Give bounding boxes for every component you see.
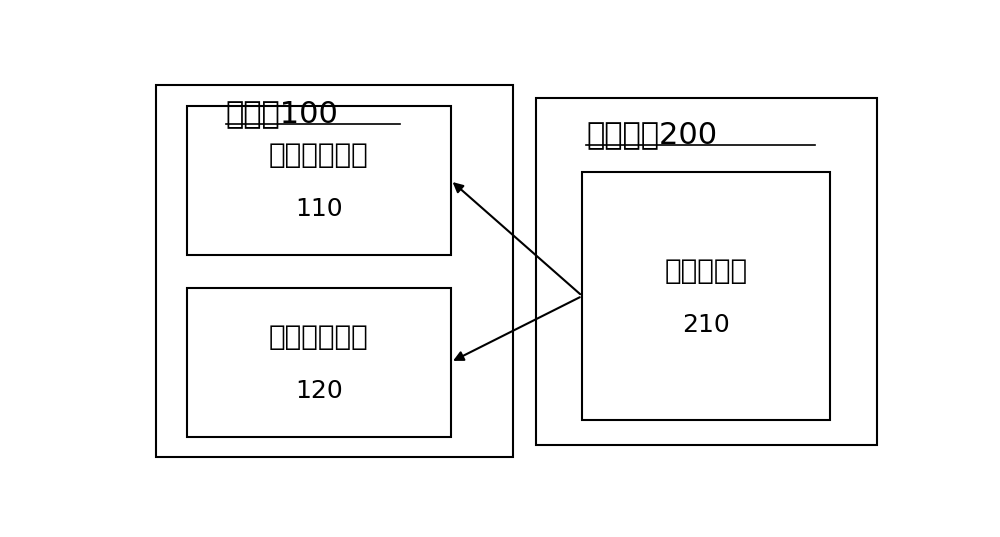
Text: 120: 120 (295, 379, 343, 403)
Text: 第一功能模块: 第一功能模块 (269, 141, 369, 169)
Bar (582, 172, 830, 420)
Text: 第一控制部: 第一控制部 (665, 257, 748, 285)
Bar (536, 98, 877, 445)
Text: 110: 110 (295, 197, 343, 221)
Bar (187, 288, 450, 437)
Text: 无人机100: 无人机100 (226, 99, 339, 128)
Text: 遥控设备200: 遥控设备200 (586, 120, 717, 149)
Text: 210: 210 (682, 313, 730, 337)
Text: 第二功能模块: 第二功能模块 (269, 323, 369, 351)
Bar (187, 106, 450, 255)
Bar (156, 85, 512, 458)
